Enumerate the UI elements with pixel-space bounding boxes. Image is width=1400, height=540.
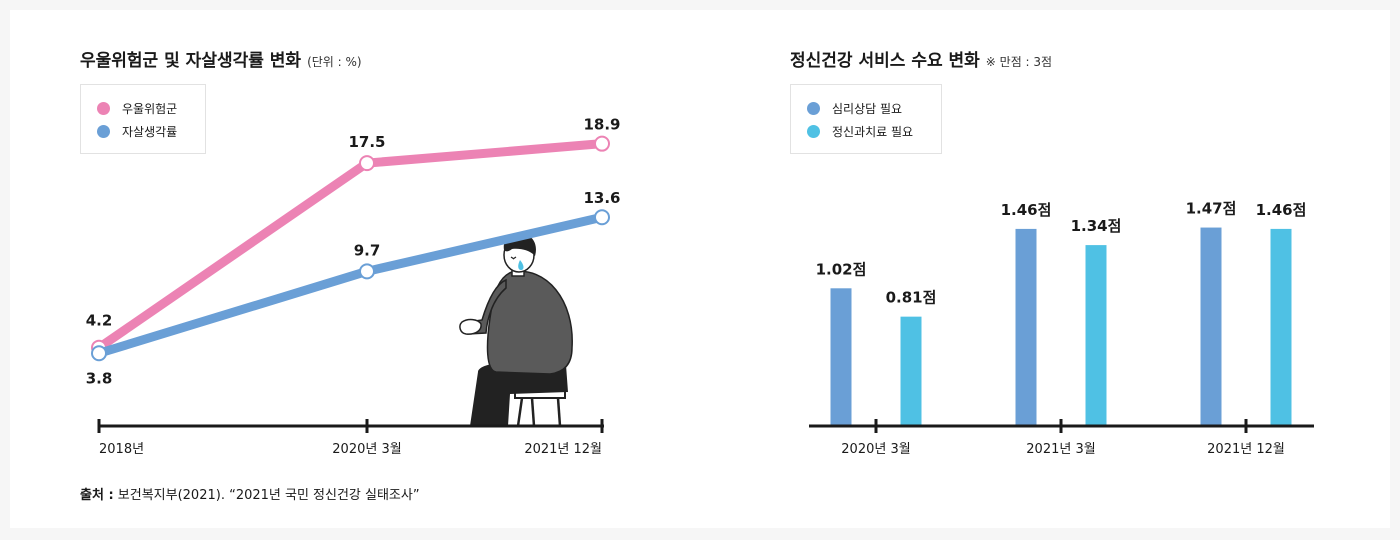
line-chart-title: 우울위험군 및 자살생각률 변화 [80,51,302,71]
legend-swatch [807,125,820,138]
infographic-card [10,10,1390,528]
bar [830,288,852,425]
data-point [594,135,610,152]
x-tick-label: 2018년 [99,442,144,457]
data-point [359,263,375,280]
legend-item-suicidal-ideation: 자살생각률 [97,120,187,143]
legend-swatch [807,102,820,115]
bar-chart-note: ※ 만점 : 3점 [985,55,1053,69]
bar-value-label: 0.81점 [886,289,937,307]
data-point [594,209,610,226]
data-label: 18.9 [583,116,620,134]
x-tick-label: 2021년 3월 [1026,442,1095,457]
data-point [359,155,375,172]
x-tick-label: 2020년 3월 [841,442,910,457]
bar [1015,228,1037,425]
data-label: 9.7 [354,241,381,259]
bar [900,316,922,425]
x-tick-label: 2021년 12월 [524,442,602,457]
bar [1085,245,1107,425]
data-point [91,345,107,362]
bar [1270,228,1292,425]
legend-label: 정신과치료 필요 [832,125,914,139]
bar-chart-title: 정신건강 서비스 수요 변화 [790,51,980,71]
line-chart-unit: (단위 : %) [307,55,362,69]
legend-swatch [97,102,110,115]
data-label: 4.2 [86,312,113,330]
legend-label: 우울위험군 [122,102,178,116]
x-tick-label: 2020년 3월 [332,442,401,457]
source-text: 보건복지부(2021). “2021년 국민 정신건강 실태조사” [113,488,420,503]
sad-person-illustration [459,233,573,427]
legend-item-depression: 우울위험군 [97,97,187,120]
bar-chart-legend: 심리상담 필요 정신과치료 필요 [790,84,942,154]
legend-label: 심리상담 필요 [832,102,903,116]
legend-item-counseling: 심리상담 필요 [807,97,923,120]
bar-value-label: 1.47점 [1186,200,1237,218]
data-label: 13.6 [583,189,620,207]
legend-item-psychiatric-treatment: 정신과치료 필요 [807,120,923,143]
bar-value-label: 1.34점 [1071,217,1122,235]
source-note: 출처 : 보건복지부(2021). “2021년 국민 정신건강 실태조사” [80,484,420,503]
bar-chart-title-row: 정신건강 서비스 수요 변화 ※ 만점 : 3점 [790,46,1052,71]
line-chart-legend: 우울위험군 자살생각률 [80,84,206,154]
bar-value-label: 1.46점 [1256,201,1307,219]
x-tick-label: 2021년 12월 [1207,442,1285,457]
legend-swatch [97,125,110,138]
bar-value-label: 1.02점 [816,260,867,278]
bar [1200,227,1222,425]
bar-value-label: 1.46점 [1001,201,1052,219]
data-label: 17.5 [348,133,385,151]
bar-chart: 2020년 3월 2021년 3월 2021년 12월 1.02점 1.46점 1.47점… [809,200,1314,457]
data-label: 3.8 [86,369,113,387]
line-chart-title-row: 우울위험군 및 자살생각률 변화 (단위 : %) [80,46,362,71]
line-chart: 2018년 2020년 3월 2021년 12월 4.2 17.5 18.9 3.8 9.7 1… [86,116,621,457]
legend-label: 자살생각률 [122,125,178,139]
source-label: 출처 : [80,488,114,503]
